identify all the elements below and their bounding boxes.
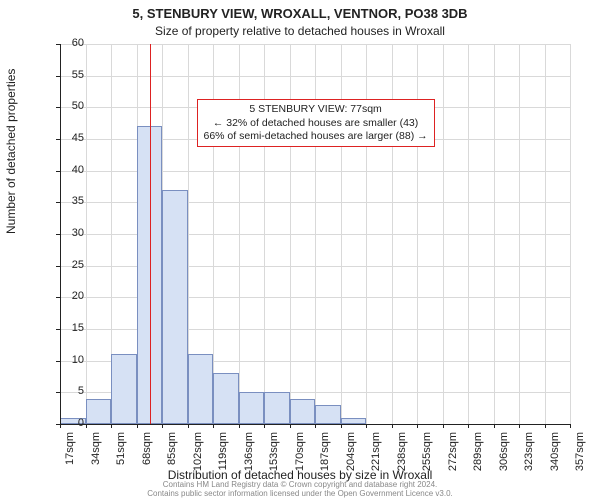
y-tick-label: 10	[54, 354, 84, 366]
y-tick-label: 30	[54, 227, 84, 239]
x-tick-label: 187sqm	[319, 432, 331, 482]
x-axis-line	[60, 424, 570, 425]
histogram-bar	[188, 354, 214, 424]
x-tick-label: 289sqm	[472, 432, 484, 482]
x-tick-label: 255sqm	[421, 432, 433, 482]
x-tick-label: 51sqm	[115, 432, 127, 482]
x-tick-label: 357sqm	[574, 432, 586, 482]
y-tick-label: 20	[54, 290, 84, 302]
annotation-line: ← 32% of detached houses are smaller (43…	[204, 117, 428, 130]
y-tick-label: 60	[54, 37, 84, 49]
x-tick-mark	[570, 424, 571, 428]
gridline-vertical	[519, 44, 520, 424]
plot-inner: 5 STENBURY VIEW: 77sqm← 32% of detached …	[60, 44, 570, 424]
x-tick-label: 221sqm	[370, 432, 382, 482]
y-tick-label: 50	[54, 100, 84, 112]
x-tick-label: 17sqm	[64, 432, 76, 482]
gridline-vertical	[570, 44, 571, 424]
gridline-vertical	[545, 44, 546, 424]
annotation-line: 66% of semi-detached houses are larger (…	[204, 130, 428, 143]
x-tick-label: 102sqm	[192, 432, 204, 482]
footer-line-2: Contains public sector information licen…	[147, 489, 453, 498]
x-tick-label: 34sqm	[90, 432, 102, 482]
histogram-bar	[162, 190, 188, 424]
x-tick-label: 340sqm	[549, 432, 561, 482]
chart-title: 5, STENBURY VIEW, WROXALL, VENTNOR, PO38…	[0, 6, 600, 21]
gridline-vertical	[86, 44, 87, 424]
plot-area: 5 STENBURY VIEW: 77sqm← 32% of detached …	[60, 44, 570, 424]
x-tick-label: 136sqm	[243, 432, 255, 482]
y-tick-label: 0	[54, 417, 84, 429]
x-tick-label: 119sqm	[217, 432, 229, 482]
histogram-bar	[239, 392, 265, 424]
y-tick-label: 15	[54, 322, 84, 334]
x-tick-label: 85sqm	[166, 432, 178, 482]
y-tick-label: 45	[54, 132, 84, 144]
y-axis-label: Number of detached properties	[4, 69, 18, 234]
y-tick-label: 55	[54, 69, 84, 81]
chart-subtitle: Size of property relative to detached ho…	[0, 24, 600, 38]
annotation-line: 5 STENBURY VIEW: 77sqm	[204, 103, 428, 116]
x-tick-label: 306sqm	[498, 432, 510, 482]
histogram-bar	[290, 399, 316, 424]
histogram-bar	[264, 392, 290, 424]
x-tick-label: 170sqm	[294, 432, 306, 482]
footer-text: Contains HM Land Registry data © Crown c…	[0, 480, 600, 498]
annotation-box: 5 STENBURY VIEW: 77sqm← 32% of detached …	[197, 99, 435, 146]
gridline-vertical	[443, 44, 444, 424]
x-tick-label: 68sqm	[141, 432, 153, 482]
y-tick-label: 5	[54, 385, 84, 397]
x-tick-label: 323sqm	[523, 432, 535, 482]
y-tick-label: 35	[54, 195, 84, 207]
y-tick-label: 40	[54, 164, 84, 176]
x-tick-label: 153sqm	[268, 432, 280, 482]
y-axis-line	[60, 44, 61, 424]
histogram-bar	[315, 405, 341, 424]
gridline-vertical	[494, 44, 495, 424]
histogram-bar	[86, 399, 112, 424]
gridline-vertical	[468, 44, 469, 424]
chart-container: 5, STENBURY VIEW, WROXALL, VENTNOR, PO38…	[0, 0, 600, 500]
x-tick-label: 238sqm	[396, 432, 408, 482]
histogram-bar	[111, 354, 137, 424]
histogram-bar	[213, 373, 239, 424]
x-tick-label: 204sqm	[345, 432, 357, 482]
x-tick-label: 272sqm	[447, 432, 459, 482]
marker-line	[150, 44, 151, 424]
y-tick-label: 25	[54, 259, 84, 271]
